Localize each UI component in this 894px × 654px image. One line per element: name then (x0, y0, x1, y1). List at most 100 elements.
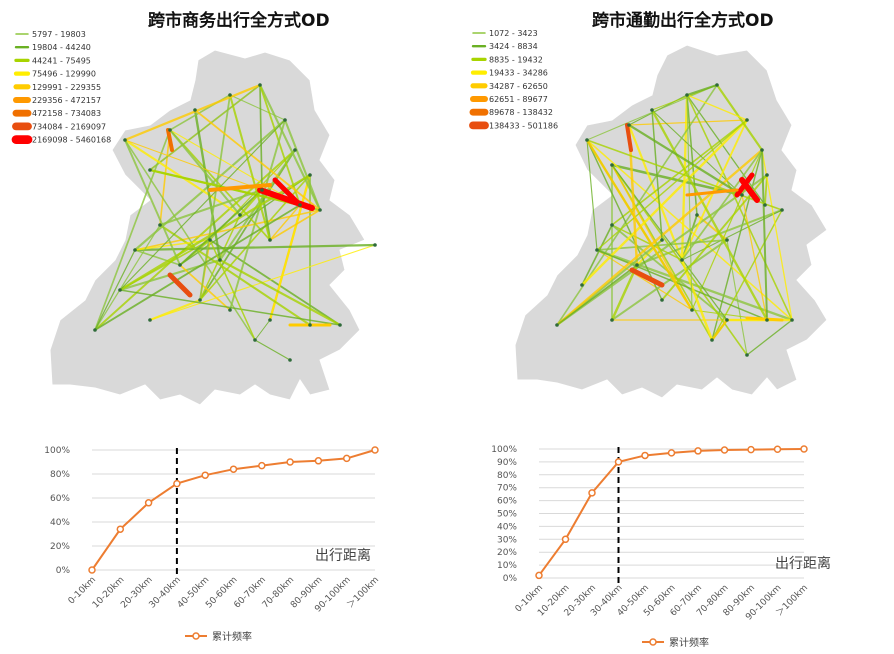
od-line (124, 139, 263, 191)
city-node (228, 93, 232, 97)
data-point (588, 489, 596, 497)
left-cumulative-chart: 0%20%40%60%80%100%0-10km10-20km20-30km30… (44, 446, 381, 643)
city-node (745, 118, 749, 122)
y-tick-label: 10% (497, 561, 517, 571)
city-node (258, 83, 262, 87)
city-node (283, 118, 287, 122)
data-point (535, 571, 543, 580)
legend-label: 8835 - 19432 (489, 55, 543, 64)
od-line (124, 139, 256, 341)
data-point (116, 525, 125, 533)
od-line (94, 249, 136, 331)
city-node (580, 283, 584, 287)
od-line (711, 209, 783, 341)
od-line (726, 239, 748, 356)
region-outline (514, 44, 828, 399)
data-point (561, 535, 570, 544)
legend-label: 734084 - 2169097 (32, 122, 106, 131)
city-node (148, 318, 152, 322)
left-od-lines (93, 83, 377, 362)
y-tick-label: 40% (50, 518, 70, 528)
city-node (690, 308, 694, 312)
legend-label: 75496 - 129990 (32, 70, 96, 79)
od-line (611, 164, 693, 311)
od-line (661, 174, 768, 301)
city-node (760, 148, 764, 152)
y-tick-label: 30% (497, 535, 517, 545)
od-line (259, 84, 263, 191)
od-line (586, 139, 663, 301)
right-od-lines (555, 83, 794, 357)
city-node (765, 173, 769, 177)
od-line (686, 83, 718, 97)
od-line (254, 339, 291, 361)
y-tick-label: 60% (497, 497, 517, 507)
od-line (611, 224, 683, 261)
data-point (371, 446, 379, 454)
city-node (123, 138, 127, 142)
city-node (610, 163, 614, 167)
city-node (635, 263, 639, 267)
y-tick-label: 100% (44, 446, 70, 456)
od-line (711, 149, 763, 341)
od-line (229, 94, 271, 241)
legend-label: 138433 - 501186 (489, 121, 558, 130)
data-point (641, 451, 649, 460)
city-node (288, 358, 292, 362)
od-line-major (257, 187, 315, 211)
od-line (124, 139, 181, 266)
city-node (650, 108, 654, 112)
od-line (746, 319, 793, 356)
data-point (88, 566, 96, 574)
od-line (586, 139, 598, 251)
y-tick-label: 80% (50, 470, 70, 480)
y-tick-label: 50% (497, 510, 517, 520)
right-map-title: 跨市通勤出行全方式OD (592, 11, 774, 31)
city-node (208, 238, 212, 242)
od-line (711, 319, 728, 341)
data-point (342, 454, 351, 463)
city-node (118, 288, 122, 292)
od-line (761, 149, 768, 321)
od-line-major (745, 316, 784, 322)
od-line (209, 239, 341, 326)
od-line (596, 119, 748, 251)
legend-label: 累计频率 (212, 630, 252, 643)
city-node (338, 323, 342, 327)
city-node (198, 298, 202, 302)
data-point (747, 445, 755, 454)
city-node (610, 223, 614, 227)
city-node (790, 318, 794, 322)
od-line-major (208, 183, 272, 192)
od-line (134, 243, 376, 252)
x-axis-title: 出行距离 (775, 555, 831, 572)
data-point (201, 471, 209, 479)
data-point (173, 479, 181, 488)
city-node (660, 238, 664, 242)
right-panel: 跨市通勤出行全方式OD 1072 - 3423 3424 - 8834 8835 -… (447, 0, 894, 654)
od-line (636, 209, 783, 266)
city-node (293, 148, 297, 152)
city-node (268, 318, 272, 322)
legend-label: 19804 - 44240 (32, 43, 91, 52)
data-point (314, 457, 323, 465)
y-tick-label: 90% (497, 458, 517, 468)
od-line (581, 119, 748, 286)
y-tick-label: 40% (497, 522, 517, 532)
left-map-title: 跨市商务出行全方式OD (148, 11, 330, 31)
y-tick-label: 70% (497, 484, 517, 494)
city-node (318, 208, 322, 212)
city-node (627, 123, 631, 127)
y-tick-label: 0% (503, 574, 518, 584)
od-line (610, 264, 639, 321)
legend-label: 44241 - 75495 (32, 56, 91, 65)
city-node (710, 338, 714, 342)
city-node (780, 208, 784, 212)
data-point (258, 461, 266, 470)
right-od-map: 1072 - 3423 3424 - 8834 8835 - 19432 19433 … (469, 29, 828, 399)
y-tick-label: 0% (56, 566, 71, 576)
city-node (168, 128, 172, 132)
od-line (219, 149, 296, 261)
city-node (308, 173, 312, 177)
city-node (685, 93, 689, 97)
